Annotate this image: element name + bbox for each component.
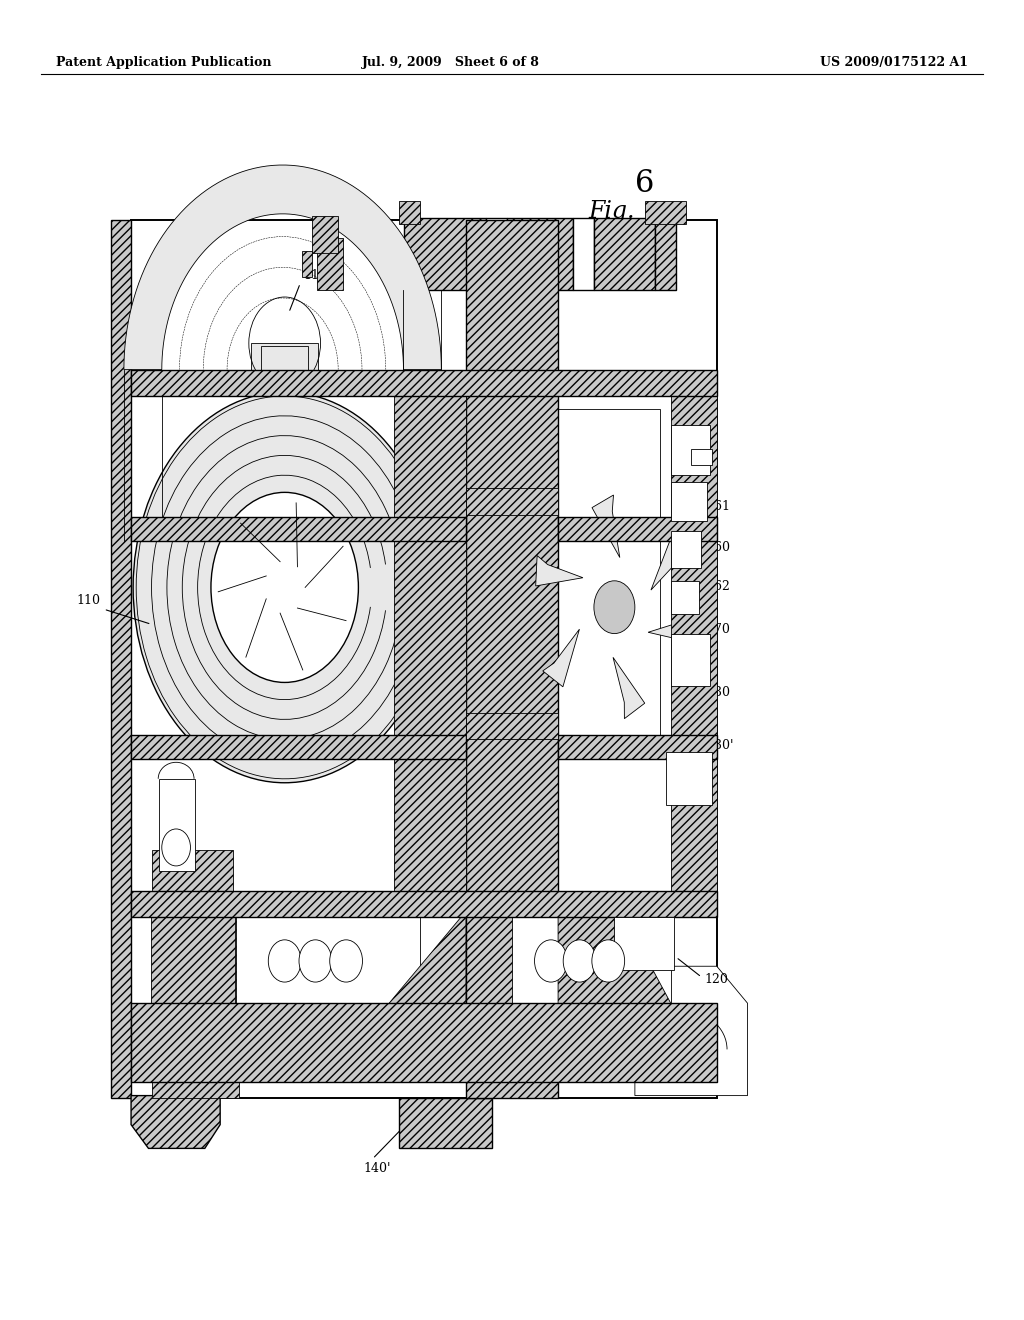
- Bar: [671, 531, 701, 568]
- Bar: [466, 220, 558, 1098]
- Polygon shape: [613, 657, 645, 718]
- Bar: [399, 1098, 492, 1148]
- Bar: [152, 850, 233, 916]
- Bar: [152, 916, 239, 1098]
- Bar: [507, 218, 573, 290]
- Text: 120: 120: [678, 958, 728, 986]
- Bar: [691, 449, 712, 465]
- Circle shape: [592, 940, 625, 982]
- Polygon shape: [666, 752, 712, 805]
- Bar: [573, 218, 594, 290]
- Bar: [394, 396, 466, 891]
- Circle shape: [211, 492, 358, 682]
- Polygon shape: [648, 618, 695, 648]
- Text: 162: 162: [680, 579, 730, 599]
- Bar: [312, 216, 338, 253]
- Bar: [261, 346, 308, 396]
- Bar: [159, 779, 195, 871]
- Bar: [671, 581, 699, 614]
- Polygon shape: [124, 165, 441, 370]
- Bar: [131, 370, 717, 396]
- Bar: [131, 735, 466, 759]
- Bar: [655, 218, 676, 290]
- Bar: [317, 238, 343, 290]
- Bar: [594, 218, 655, 290]
- Bar: [302, 251, 312, 277]
- Polygon shape: [651, 535, 691, 590]
- Text: 112: 112: [290, 269, 327, 310]
- Polygon shape: [131, 1096, 220, 1148]
- Polygon shape: [543, 630, 580, 686]
- Bar: [558, 409, 660, 752]
- Polygon shape: [614, 917, 674, 970]
- Text: 160: 160: [680, 541, 730, 561]
- Bar: [131, 220, 717, 1098]
- Circle shape: [133, 392, 436, 783]
- Text: 130: 130: [680, 686, 730, 706]
- Bar: [236, 917, 420, 1003]
- Bar: [466, 713, 558, 739]
- Bar: [404, 218, 486, 290]
- Bar: [645, 201, 686, 224]
- Text: US 2009/0175122 A1: US 2009/0175122 A1: [819, 55, 968, 69]
- Text: 140': 140': [364, 1129, 402, 1175]
- Bar: [131, 517, 466, 541]
- Bar: [466, 488, 558, 515]
- Bar: [671, 482, 707, 521]
- Bar: [671, 396, 717, 891]
- Circle shape: [563, 940, 596, 982]
- Bar: [111, 220, 131, 1098]
- Bar: [131, 1003, 717, 1082]
- Text: 110: 110: [77, 594, 148, 623]
- Bar: [512, 917, 671, 1003]
- Polygon shape: [152, 917, 236, 1082]
- Bar: [131, 891, 717, 917]
- Circle shape: [535, 940, 567, 982]
- Circle shape: [330, 940, 362, 982]
- Circle shape: [268, 940, 301, 982]
- Bar: [558, 517, 717, 541]
- Polygon shape: [635, 966, 748, 1096]
- Text: Jul. 9, 2009   Sheet 6 of 8: Jul. 9, 2009 Sheet 6 of 8: [361, 55, 540, 69]
- Bar: [486, 218, 507, 290]
- Circle shape: [162, 829, 190, 866]
- Text: Fig.: Fig.: [589, 199, 635, 223]
- Polygon shape: [558, 917, 671, 1082]
- Bar: [251, 343, 318, 396]
- Polygon shape: [389, 917, 466, 1082]
- Circle shape: [299, 940, 332, 982]
- Polygon shape: [592, 495, 620, 557]
- Text: Patent Application Publication: Patent Application Publication: [56, 55, 271, 69]
- Text: 161: 161: [680, 500, 730, 521]
- Text: 130': 130': [680, 739, 734, 759]
- Text: 140: 140: [608, 939, 655, 966]
- Circle shape: [594, 581, 635, 634]
- Text: 170: 170: [680, 623, 730, 643]
- Bar: [671, 425, 710, 475]
- Bar: [399, 201, 420, 224]
- Polygon shape: [536, 556, 583, 586]
- Bar: [558, 735, 717, 759]
- Text: 6: 6: [635, 168, 654, 199]
- Bar: [671, 634, 710, 686]
